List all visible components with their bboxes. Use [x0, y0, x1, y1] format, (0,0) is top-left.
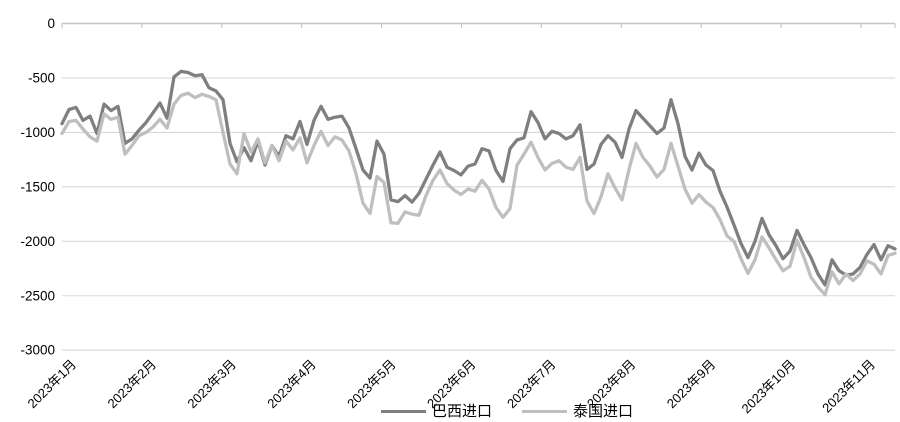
- brazil-import-series-line: [60, 69, 897, 287]
- legend-line-swatch: [522, 409, 567, 414]
- y-axis-tick-label: -3000: [20, 343, 55, 358]
- y-axis-tick-label: -2000: [20, 234, 55, 249]
- y-axis-tick-label: 0: [47, 16, 55, 31]
- x-axis-tick-label: 2023年7月: [504, 357, 559, 412]
- thailand-import-series-line: [60, 91, 897, 297]
- legend-line-swatch: [380, 409, 426, 414]
- x-axis-tick-label: 2023年5月: [344, 357, 399, 412]
- chart-legend: 巴西进口 泰国进口: [380, 403, 633, 420]
- y-axis-tick-label: -1500: [20, 179, 55, 194]
- x-axis-tick-label: 2023年2月: [104, 357, 159, 412]
- x-axis-tick-label: 2023年9月: [664, 357, 719, 412]
- x-axis-tick-label: 2023年3月: [184, 357, 239, 412]
- y-axis-tick-label: -500: [28, 70, 55, 85]
- legend-label: 巴西进口: [431, 403, 492, 420]
- legend-item-brazil-import: 巴西进口: [380, 403, 492, 420]
- x-axis-tick-label: 2023年4月: [264, 357, 319, 412]
- legend-label: 泰国进口: [573, 403, 634, 420]
- y-axis-tick-label: -1000: [20, 125, 55, 140]
- x-axis-tick-label: 2023年1月: [25, 357, 80, 412]
- x-axis-tick-label: 2023年11月: [819, 357, 878, 416]
- legend-item-thailand-import: 泰国进口: [522, 404, 633, 419]
- x-axis-tick-label: 2023年10月: [739, 357, 799, 417]
- y-axis-tick-label: -2500: [20, 288, 55, 303]
